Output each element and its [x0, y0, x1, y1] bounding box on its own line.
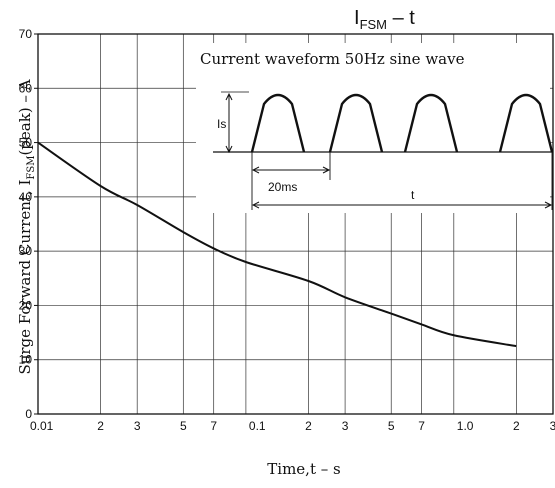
waveform-note: Current waveform 50Hz sine wave [200, 50, 465, 68]
y-tick-label: 10 [19, 353, 33, 367]
peak-label: Is [217, 117, 226, 131]
series-line [37, 141, 517, 348]
half-sine-pulse [328, 93, 384, 153]
x-tick-label: 1.0 [457, 419, 474, 433]
x-tick-label: 2 [97, 419, 104, 433]
series [37, 141, 517, 348]
y-tick-label: 0 [25, 407, 32, 421]
x-tick-label: 2 [513, 419, 520, 433]
waveform-annotation: Current waveform 50Hz sine wave Is 20ms t [196, 43, 554, 213]
arrow-head [251, 201, 260, 209]
x-tick-label: 2 [305, 419, 312, 433]
half-sine-pulse [403, 93, 459, 153]
arrow-head [251, 166, 260, 174]
y-tick-label: 40 [19, 190, 33, 204]
x-tick-label: 5 [180, 419, 187, 433]
x-tick-label: 0.1 [249, 419, 266, 433]
x-tick-label: 5 [388, 419, 395, 433]
axes [37, 33, 554, 415]
y-tick-label: 70 [19, 27, 33, 41]
annotation-background [196, 43, 550, 213]
chart-title: IFSM – t [354, 7, 415, 32]
x-tick-label: 3 [342, 419, 349, 433]
y-ticks: 0 10 20 30 40 50 60 70 [19, 27, 38, 421]
y-tick-label: 60 [19, 81, 33, 95]
y-tick-label: 20 [19, 298, 33, 312]
x-tick-label: 3 [550, 419, 555, 433]
half-sine-pulse [250, 93, 306, 153]
arrow-head [322, 166, 331, 174]
y-axis-label: Surge Forward Current, IFSM(peak) – A [16, 79, 37, 374]
duration-label: t [411, 188, 415, 202]
x-tick-label: 7 [210, 419, 217, 433]
arrow-head [225, 92, 233, 101]
period-label: 20ms [268, 180, 297, 194]
y-tick-label: 50 [19, 136, 33, 150]
x-ticks: 0.01 2 3 5 7 0.1 2 3 5 7 1.0 2 3 [30, 419, 555, 433]
y-tick-label: 30 [19, 244, 33, 258]
x-tick-label: 3 [134, 419, 141, 433]
x-axis-label: Time,t – s [267, 460, 340, 478]
plot-frame [37, 33, 554, 415]
arrow-head [544, 201, 553, 209]
arrow-head [225, 145, 233, 154]
half-sine-pulse [498, 93, 554, 153]
x-tick-label: 0.01 [30, 419, 54, 433]
x-tick-label: 7 [418, 419, 425, 433]
